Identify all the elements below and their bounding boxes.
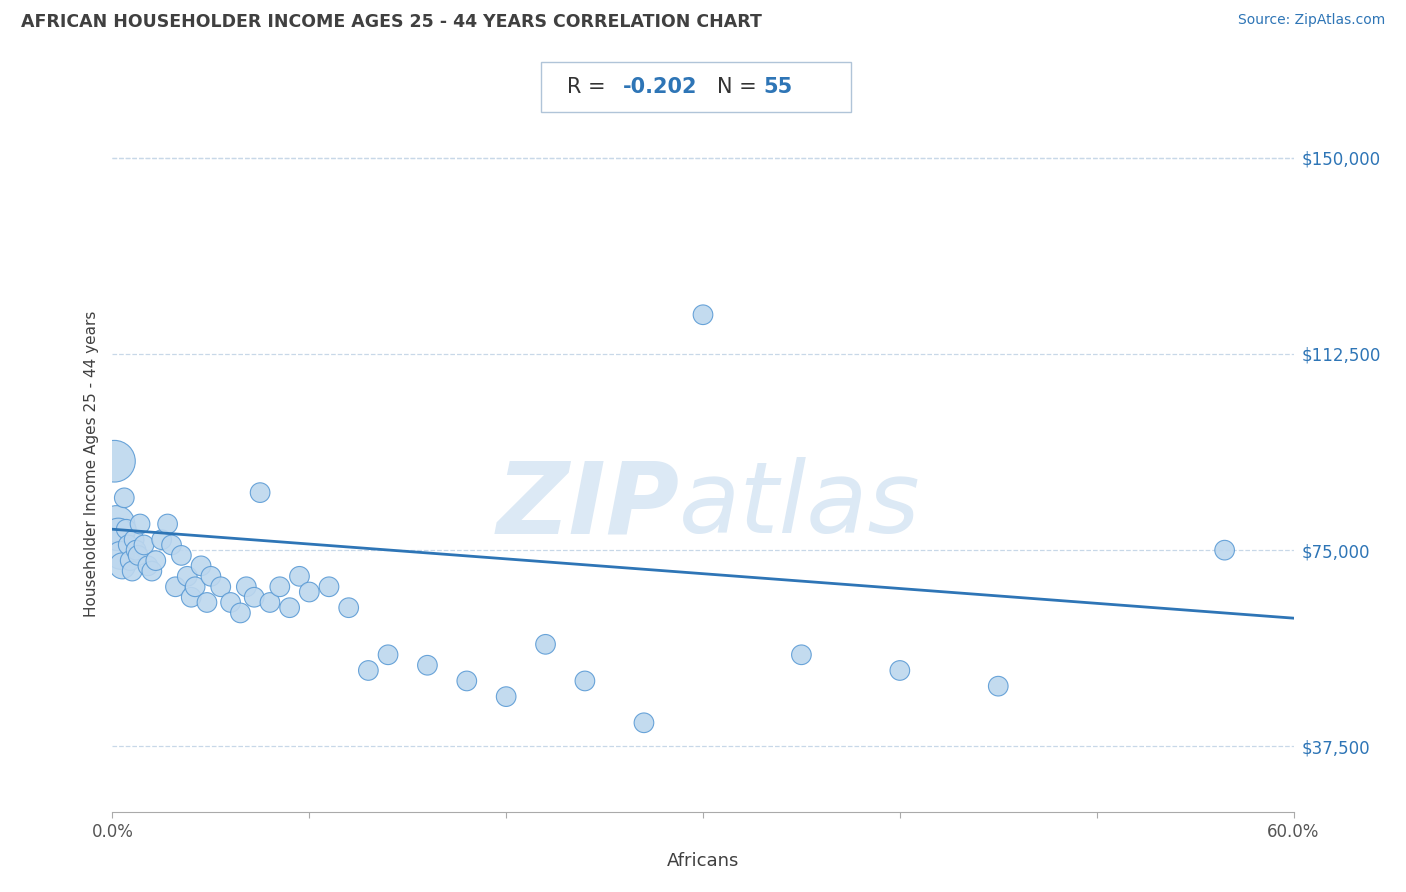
Point	[229, 606, 252, 620]
Point	[105, 516, 128, 531]
Point	[209, 580, 232, 594]
Point	[129, 516, 152, 531]
Point	[357, 664, 380, 678]
Point	[103, 454, 125, 468]
Point	[156, 516, 179, 531]
Point	[692, 308, 714, 322]
Point	[115, 522, 138, 536]
Text: 55: 55	[763, 77, 793, 97]
Point	[219, 595, 242, 609]
Point	[170, 549, 193, 563]
Point	[456, 673, 478, 688]
Text: -0.202: -0.202	[623, 77, 697, 97]
Point	[200, 569, 222, 583]
Point	[110, 549, 132, 563]
Point	[1213, 543, 1236, 558]
Point	[534, 637, 557, 651]
Point	[259, 595, 281, 609]
Point	[136, 558, 159, 573]
Point	[121, 564, 143, 578]
Point	[160, 538, 183, 552]
Point	[112, 491, 135, 505]
Point	[141, 564, 163, 578]
Point	[495, 690, 517, 704]
Point	[145, 553, 167, 567]
Point	[377, 648, 399, 662]
Point	[120, 553, 142, 567]
Point	[790, 648, 813, 662]
Point	[125, 543, 148, 558]
Point	[243, 591, 266, 605]
Point	[288, 569, 311, 583]
Point	[889, 664, 911, 678]
Point	[184, 580, 207, 594]
Point	[180, 591, 202, 605]
Point	[269, 580, 291, 594]
Text: ZIP: ZIP	[496, 457, 679, 554]
Text: Source: ZipAtlas.com: Source: ZipAtlas.com	[1237, 13, 1385, 28]
Point	[249, 485, 271, 500]
Point	[633, 715, 655, 730]
Point	[574, 673, 596, 688]
Point	[416, 658, 439, 673]
Point	[117, 538, 139, 552]
Point	[190, 558, 212, 573]
Point	[127, 549, 149, 563]
Point	[318, 580, 340, 594]
X-axis label: Africans: Africans	[666, 852, 740, 870]
Point	[107, 527, 129, 541]
Y-axis label: Householder Income Ages 25 - 44 years: Householder Income Ages 25 - 44 years	[83, 310, 98, 617]
Text: R =: R =	[567, 77, 612, 97]
Text: atlas: atlas	[679, 457, 921, 554]
Point	[195, 595, 218, 609]
Text: N =: N =	[717, 77, 763, 97]
Point	[176, 569, 198, 583]
Point	[337, 600, 360, 615]
Point	[987, 679, 1010, 693]
Text: AFRICAN HOUSEHOLDER INCOME AGES 25 - 44 YEARS CORRELATION CHART: AFRICAN HOUSEHOLDER INCOME AGES 25 - 44 …	[21, 13, 762, 31]
Point	[111, 558, 134, 573]
Point	[165, 580, 187, 594]
Point	[122, 533, 145, 547]
Point	[235, 580, 257, 594]
Point	[278, 600, 301, 615]
Point	[132, 538, 155, 552]
Point	[298, 585, 321, 599]
Point	[150, 533, 173, 547]
